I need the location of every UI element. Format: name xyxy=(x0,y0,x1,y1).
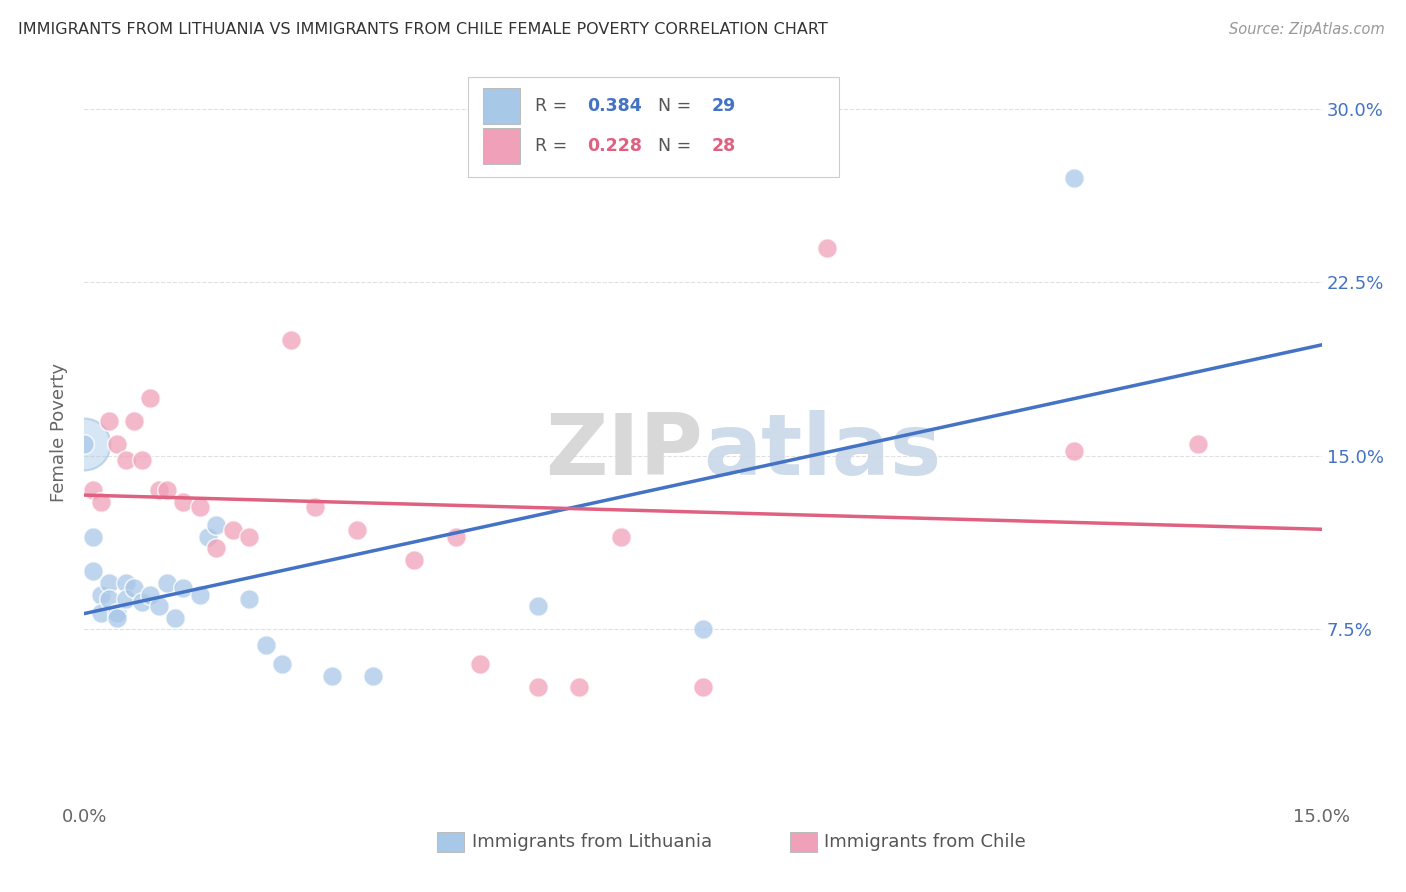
Point xyxy=(172,581,194,595)
Point xyxy=(122,581,145,595)
Point xyxy=(131,594,153,608)
Text: Immigrants from Lithuania: Immigrants from Lithuania xyxy=(471,833,711,851)
Point xyxy=(271,657,294,671)
Text: N =: N = xyxy=(658,97,697,115)
Point xyxy=(205,518,228,533)
Point xyxy=(188,500,211,514)
Point xyxy=(444,530,467,544)
Point xyxy=(165,610,187,624)
Point xyxy=(609,530,631,544)
Point xyxy=(114,576,136,591)
Point xyxy=(815,240,838,255)
FancyBboxPatch shape xyxy=(468,78,839,178)
Text: Source: ZipAtlas.com: Source: ZipAtlas.com xyxy=(1229,22,1385,37)
Point xyxy=(148,599,170,614)
FancyBboxPatch shape xyxy=(482,128,520,164)
Text: R =: R = xyxy=(534,97,572,115)
Point xyxy=(90,495,112,509)
Point xyxy=(131,453,153,467)
Point xyxy=(692,622,714,636)
Point xyxy=(114,592,136,607)
Text: 29: 29 xyxy=(711,97,735,115)
Point xyxy=(122,414,145,428)
Point xyxy=(82,565,104,579)
Point xyxy=(254,639,277,653)
Point xyxy=(114,453,136,467)
Point xyxy=(90,588,112,602)
Point xyxy=(105,606,128,620)
Text: IMMIGRANTS FROM LITHUANIA VS IMMIGRANTS FROM CHILE FEMALE POVERTY CORRELATION CH: IMMIGRANTS FROM LITHUANIA VS IMMIGRANTS … xyxy=(18,22,828,37)
Point xyxy=(156,576,179,591)
Point xyxy=(304,500,326,514)
Point xyxy=(361,668,384,682)
Text: R =: R = xyxy=(534,137,572,155)
Point xyxy=(73,437,96,451)
Point xyxy=(98,576,121,591)
Point xyxy=(1063,171,1085,186)
Text: 0.228: 0.228 xyxy=(586,137,641,155)
Point xyxy=(156,483,179,498)
Point xyxy=(470,657,492,671)
Text: ZIP: ZIP xyxy=(546,409,703,492)
FancyBboxPatch shape xyxy=(437,831,464,853)
Y-axis label: Female Poverty: Female Poverty xyxy=(51,363,69,502)
Text: atlas: atlas xyxy=(703,409,941,492)
Point xyxy=(98,414,121,428)
Point xyxy=(82,483,104,498)
Point xyxy=(188,588,211,602)
Point xyxy=(280,333,302,347)
Point xyxy=(172,495,194,509)
Point xyxy=(139,391,162,405)
Point xyxy=(1063,444,1085,458)
Point xyxy=(105,610,128,624)
Point xyxy=(238,530,260,544)
Text: N =: N = xyxy=(658,137,697,155)
Point xyxy=(197,530,219,544)
Point xyxy=(1187,437,1209,451)
Point xyxy=(105,437,128,451)
Text: Immigrants from Chile: Immigrants from Chile xyxy=(824,833,1026,851)
Point xyxy=(568,680,591,694)
Point xyxy=(346,523,368,537)
Point xyxy=(692,680,714,694)
Point xyxy=(205,541,228,556)
Point xyxy=(222,523,245,537)
FancyBboxPatch shape xyxy=(482,88,520,124)
Point xyxy=(404,553,426,567)
Point xyxy=(238,592,260,607)
Point xyxy=(73,437,96,451)
Point xyxy=(527,599,550,614)
Point xyxy=(527,680,550,694)
FancyBboxPatch shape xyxy=(790,831,817,853)
Point xyxy=(82,530,104,544)
Point xyxy=(321,668,343,682)
Text: 0.384: 0.384 xyxy=(586,97,641,115)
Text: 28: 28 xyxy=(711,137,735,155)
Point xyxy=(98,592,121,607)
Point xyxy=(139,588,162,602)
Point xyxy=(90,606,112,620)
Point xyxy=(148,483,170,498)
